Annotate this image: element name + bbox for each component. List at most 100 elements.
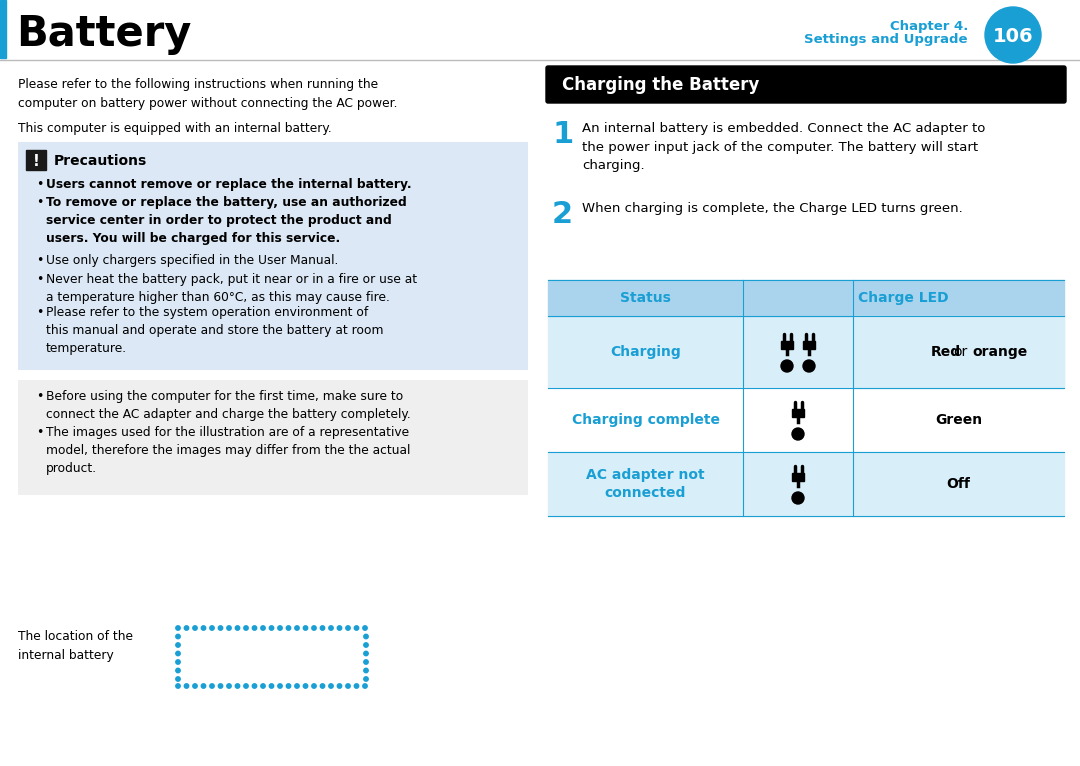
Circle shape [364, 660, 368, 664]
Bar [743, 316, 853, 388]
Text: The location of the
internal battery: The location of the internal battery [18, 630, 133, 662]
Bar [804, 341, 815, 349]
Text: Charge LED: Charge LED [859, 291, 949, 305]
Circle shape [210, 626, 214, 630]
Circle shape [176, 634, 180, 639]
Circle shape [176, 660, 180, 664]
Circle shape [244, 626, 248, 630]
Text: •: • [36, 273, 43, 286]
Text: Charging the Battery: Charging the Battery [562, 76, 759, 93]
Text: When charging is complete, the Charge LED turns green.: When charging is complete, the Charge LE… [582, 202, 962, 215]
Text: or: or [954, 345, 968, 359]
Text: 2: 2 [552, 200, 573, 229]
Circle shape [781, 360, 793, 372]
Circle shape [176, 626, 180, 630]
Circle shape [227, 684, 231, 688]
Circle shape [321, 684, 325, 688]
Bar [548, 316, 743, 388]
Circle shape [269, 684, 273, 688]
Circle shape [363, 684, 367, 688]
Circle shape [176, 668, 180, 673]
Text: 1: 1 [552, 120, 573, 149]
Text: Charging: Charging [610, 345, 680, 359]
Circle shape [193, 626, 198, 630]
Circle shape [218, 626, 222, 630]
Circle shape [269, 626, 273, 630]
Circle shape [328, 626, 334, 630]
Circle shape [792, 428, 804, 440]
Circle shape [286, 626, 291, 630]
Text: orange: orange [972, 345, 1028, 359]
Circle shape [364, 643, 368, 647]
Bar [853, 316, 1064, 388]
Circle shape [346, 684, 350, 688]
Circle shape [364, 668, 368, 673]
Text: Never heat the battery pack, put it near or in a fire or use at
a temperature hi: Never heat the battery pack, put it near… [46, 273, 417, 304]
Bar [853, 452, 1064, 516]
Circle shape [176, 684, 180, 688]
Text: Settings and Upgrade: Settings and Upgrade [805, 33, 968, 46]
Circle shape [337, 684, 341, 688]
Bar [548, 280, 743, 316]
Text: Chapter 4.: Chapter 4. [890, 20, 968, 33]
Circle shape [295, 684, 299, 688]
Circle shape [253, 684, 257, 688]
Text: •: • [36, 306, 43, 319]
Circle shape [185, 626, 189, 630]
Circle shape [985, 7, 1041, 63]
Text: Off: Off [946, 477, 971, 491]
Circle shape [364, 677, 368, 681]
Circle shape [286, 684, 291, 688]
Text: •: • [36, 178, 43, 191]
Text: •: • [36, 426, 43, 439]
Bar [18, 142, 528, 370]
Circle shape [210, 684, 214, 688]
Circle shape [185, 684, 189, 688]
Bar [853, 316, 1064, 388]
Bar [743, 452, 853, 516]
Circle shape [363, 626, 367, 630]
Circle shape [295, 626, 299, 630]
Circle shape [260, 626, 266, 630]
Text: Red or orange: Red or orange [901, 345, 1012, 359]
Text: Battery: Battery [16, 13, 191, 55]
Circle shape [235, 684, 240, 688]
Circle shape [176, 677, 180, 681]
Circle shape [312, 626, 316, 630]
Bar [743, 280, 1064, 316]
Circle shape [193, 684, 198, 688]
Circle shape [227, 626, 231, 630]
Circle shape [328, 684, 334, 688]
Circle shape [278, 684, 282, 688]
Bar [781, 341, 793, 349]
Circle shape [253, 626, 257, 630]
Text: !: ! [32, 153, 40, 169]
FancyBboxPatch shape [546, 66, 1066, 103]
Text: Users cannot remove or replace the internal battery.: Users cannot remove or replace the inter… [46, 178, 411, 191]
Text: Charging complete: Charging complete [571, 413, 719, 427]
Circle shape [244, 684, 248, 688]
Bar [792, 473, 804, 481]
Circle shape [321, 626, 325, 630]
Text: Please refer to the following instructions when running the
computer on battery : Please refer to the following instructio… [18, 78, 397, 110]
Text: Use only chargers specified in the User Manual.: Use only chargers specified in the User … [46, 254, 338, 267]
Bar [18, 380, 528, 495]
Text: An internal battery is embedded. Connect the AC adapter to
the power input jack : An internal battery is embedded. Connect… [582, 122, 985, 172]
Bar [743, 388, 853, 452]
Circle shape [364, 651, 368, 656]
Text: The images used for the illustration are of a representative
model, therefore th: The images used for the illustration are… [46, 426, 410, 475]
Text: This computer is equipped with an internal battery.: This computer is equipped with an intern… [18, 122, 332, 135]
Bar [26, 150, 46, 170]
Text: •: • [36, 390, 43, 403]
Circle shape [354, 626, 359, 630]
Circle shape [792, 492, 804, 504]
Bar [548, 388, 743, 452]
Circle shape [303, 626, 308, 630]
Circle shape [260, 684, 266, 688]
Text: Red: Red [931, 345, 960, 359]
Circle shape [176, 643, 180, 647]
Circle shape [346, 626, 350, 630]
Circle shape [201, 684, 205, 688]
Circle shape [235, 626, 240, 630]
Circle shape [354, 684, 359, 688]
